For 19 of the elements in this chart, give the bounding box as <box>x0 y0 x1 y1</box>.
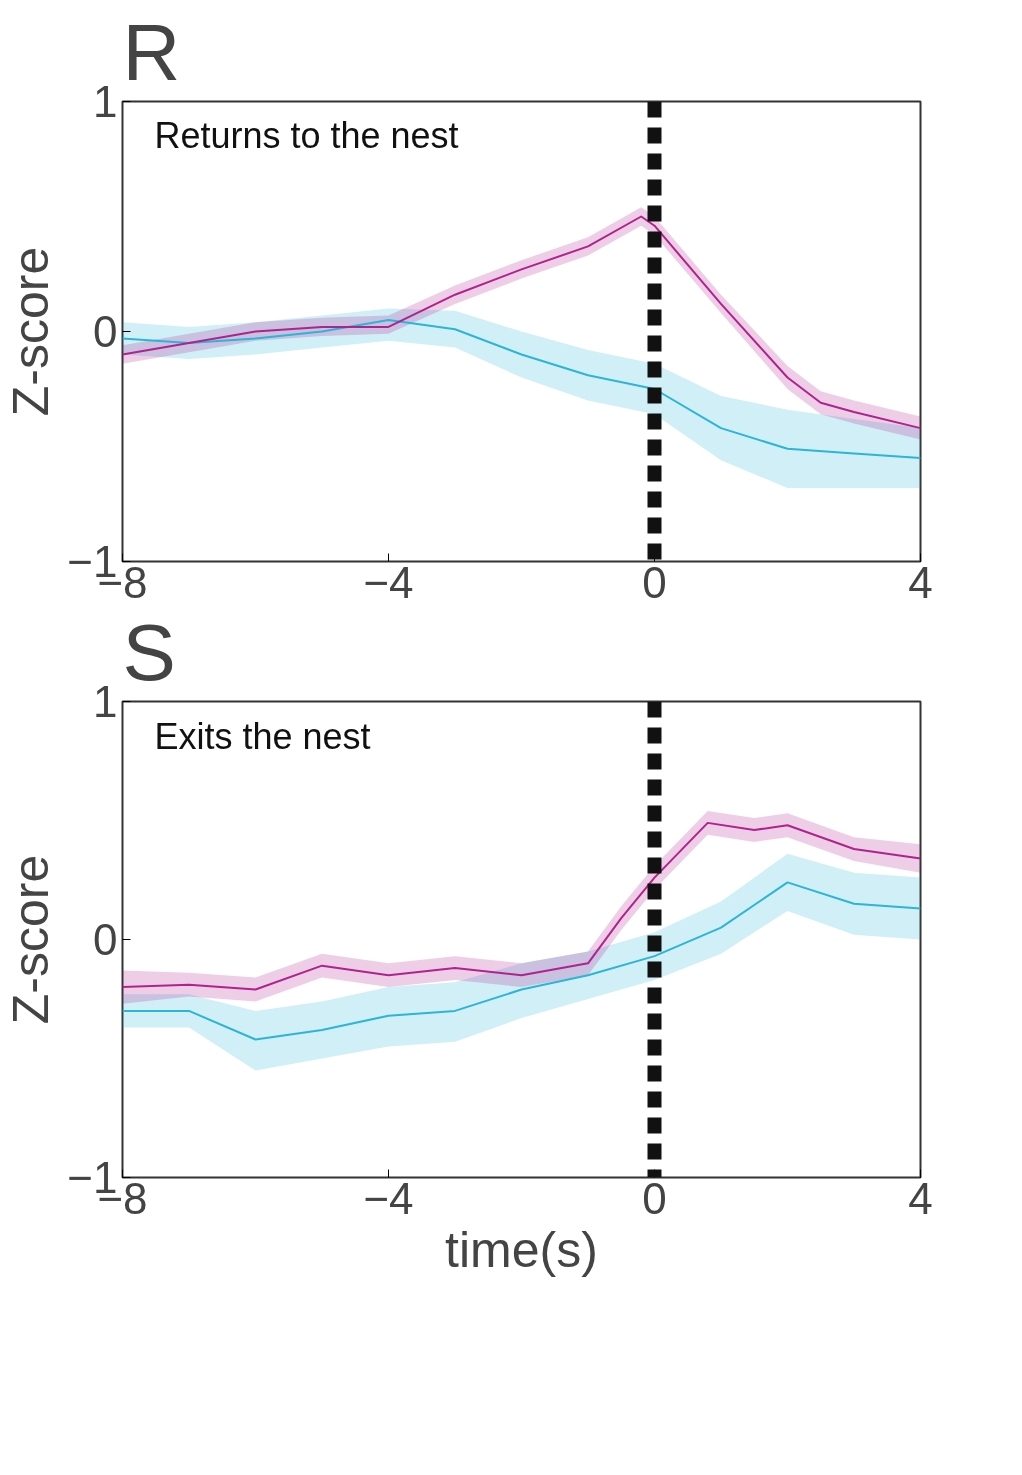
line-series <box>122 881 921 1041</box>
chart-title: S <box>122 607 176 697</box>
x-tick-label: −4 <box>363 557 414 607</box>
y-tick-label: 0 <box>93 307 118 356</box>
annotation: Returns to the nest <box>154 115 459 157</box>
y-axis-title: Z-score <box>3 246 60 417</box>
x-tick-label: 0 <box>642 1173 667 1223</box>
annotation: Exits the nest <box>154 715 371 757</box>
y-tick-label: 1 <box>93 677 118 726</box>
y-tick-label: 1 <box>93 77 118 126</box>
y-axis-title: Z-score <box>3 854 60 1025</box>
x-tick-label: −4 <box>363 1173 414 1223</box>
y-tick-label: 0 <box>93 915 118 964</box>
x-axis-title: time(s) <box>445 1221 598 1278</box>
chart-title: R <box>122 7 181 97</box>
line-series <box>122 319 921 459</box>
x-tick-label: 0 <box>642 557 667 607</box>
x-tick-label: 4 <box>908 1173 933 1223</box>
x-tick-label: 4 <box>908 557 933 607</box>
